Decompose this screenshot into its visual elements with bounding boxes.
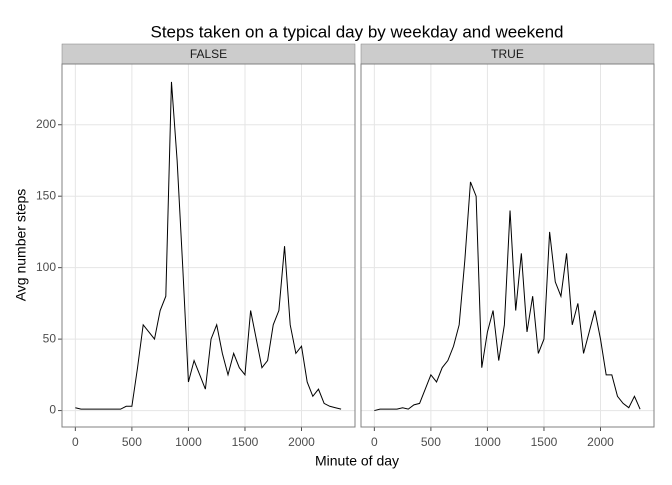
- y-tick-label: 100: [36, 260, 56, 274]
- x-tick-label: 1000: [474, 435, 501, 449]
- y-tick-label: 0: [49, 403, 56, 417]
- x-axis-label: Minute of day: [315, 453, 399, 469]
- x-tick-label: 0: [72, 435, 79, 449]
- y-tick-label: 200: [36, 117, 56, 131]
- y-tick-label: 150: [36, 188, 56, 202]
- y-tick-label: 50: [43, 331, 57, 345]
- line: [374, 181, 641, 412]
- line: [75, 81, 342, 410]
- x-tick-label: 1500: [232, 435, 259, 449]
- chart-title: Steps taken on a typical day by weekday …: [151, 22, 564, 41]
- x-tick-label: 0: [371, 435, 378, 449]
- x-tick-label: 1500: [531, 435, 558, 449]
- strip-label: FALSE: [190, 47, 227, 61]
- x-tick-label: 2000: [587, 435, 614, 449]
- x-tick-label: 2000: [288, 435, 315, 449]
- panel-border: [360, 63, 655, 428]
- panel-border: [61, 63, 356, 428]
- x-tick-label: 500: [122, 435, 142, 449]
- x-tick-label: 500: [421, 435, 441, 449]
- x-tick-label: 1000: [175, 435, 202, 449]
- y-axis-label: Avg number steps: [13, 189, 29, 302]
- strip-label: TRUE: [491, 47, 524, 61]
